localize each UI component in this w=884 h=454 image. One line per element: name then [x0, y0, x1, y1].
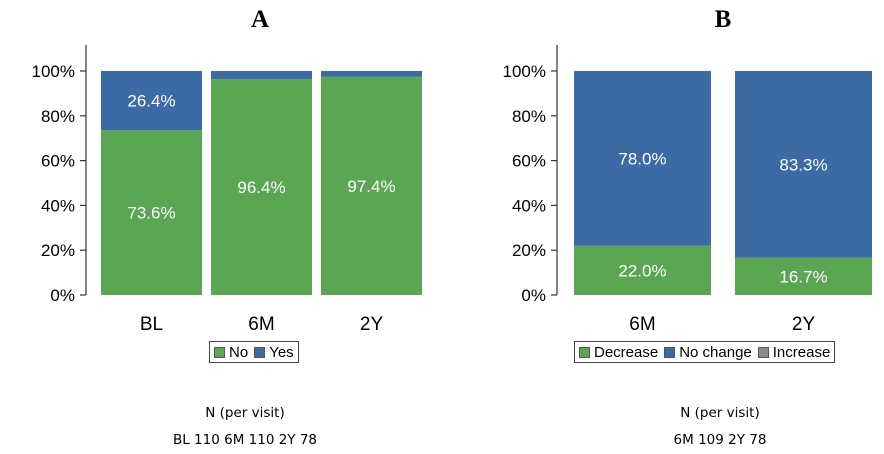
legend-label: No: [229, 343, 249, 361]
legend-label: Increase: [772, 343, 831, 361]
chart-b-y-tick-label: 0%: [521, 286, 546, 305]
chart-b-bar-no-change: [574, 71, 711, 246]
chart-a-bar-yes: [101, 71, 202, 131]
chart-a-data-label: 73.6%: [127, 204, 175, 223]
chart-b-y-tick-label: 60%: [512, 152, 546, 171]
legend-item: Yes: [254, 343, 294, 361]
chart-a-y-tick-label: 80%: [41, 107, 75, 126]
chart-a-data-label: 96.4%: [237, 178, 285, 197]
chart-b-x-tick-label: 2Y: [792, 314, 816, 335]
legend-swatch: [757, 346, 769, 358]
chart-a-data-label: 26.4%: [127, 92, 175, 111]
panel-a-title: A: [250, 6, 270, 33]
chart-a-y-tick-label: 20%: [41, 241, 75, 260]
chart-a-y-tick-label: 100%: [32, 62, 75, 81]
chart-b-data-label: 22.0%: [618, 261, 666, 280]
chart-a-bar-yes: [321, 71, 422, 77]
chart-b-y-tick-label: 40%: [512, 196, 546, 215]
legend-swatch: [664, 346, 676, 358]
legend-a: No Yes: [209, 341, 299, 363]
chart-a-bar-yes: [211, 71, 312, 80]
chart-b-y-tick-label: 80%: [512, 107, 546, 126]
chart-a-y-tick-label: 60%: [41, 152, 75, 171]
chart-b-data-label: 16.7%: [779, 267, 827, 286]
legend-label: No change: [679, 343, 752, 361]
chart-a-y-tick-label: 40%: [41, 196, 75, 215]
chart-b-data-label: 83.3%: [779, 155, 827, 174]
chart-a-bar-no: [101, 130, 202, 295]
chart-b-bar-decrease: [735, 257, 872, 295]
chart-a-x-tick-label: 6M: [248, 314, 274, 335]
chart-a-x-tick-label: BL: [140, 314, 163, 335]
chart-a-bar-no: [321, 76, 422, 295]
chart-b-y-tick-label: 20%: [512, 241, 546, 260]
chart-a-y-tick-label: 0%: [50, 286, 75, 305]
chart-a-data-label: 97.4%: [347, 177, 395, 196]
panel-b-n-heading: N (per visit): [680, 405, 760, 421]
legend-label: Yes: [269, 343, 294, 361]
panel-a-n-heading: N (per visit): [205, 405, 285, 421]
legend-swatch: [579, 346, 590, 358]
legend-label: Decrease: [594, 343, 659, 361]
legend-swatch: [214, 346, 225, 358]
legend-item: No change: [664, 344, 752, 361]
chart-b-y-tick-label: 100%: [503, 62, 546, 81]
panel-a-n-values: BL 110 6M 110 2Y 78: [172, 432, 318, 448]
chart-b-x-tick-label: 6M: [629, 314, 655, 335]
chart-b-bar-decrease: [574, 245, 711, 295]
panel-b-n-values: 6M 109 2Y 78: [673, 432, 767, 448]
legend-item: Decrease: [579, 344, 658, 361]
chart-a-bar-no: [211, 79, 312, 296]
legend-b: Decrease No change Increase: [574, 341, 836, 363]
chart-a-x-tick-label: 2Y: [360, 314, 384, 335]
chart-b-bar-no-change: [735, 71, 872, 258]
legend-item: Increase: [757, 343, 831, 361]
panel-b-title: B: [714, 6, 732, 33]
legend-item: No: [214, 344, 248, 361]
legend-swatch: [254, 346, 266, 358]
chart-b-data-label: 78.0%: [618, 149, 666, 168]
